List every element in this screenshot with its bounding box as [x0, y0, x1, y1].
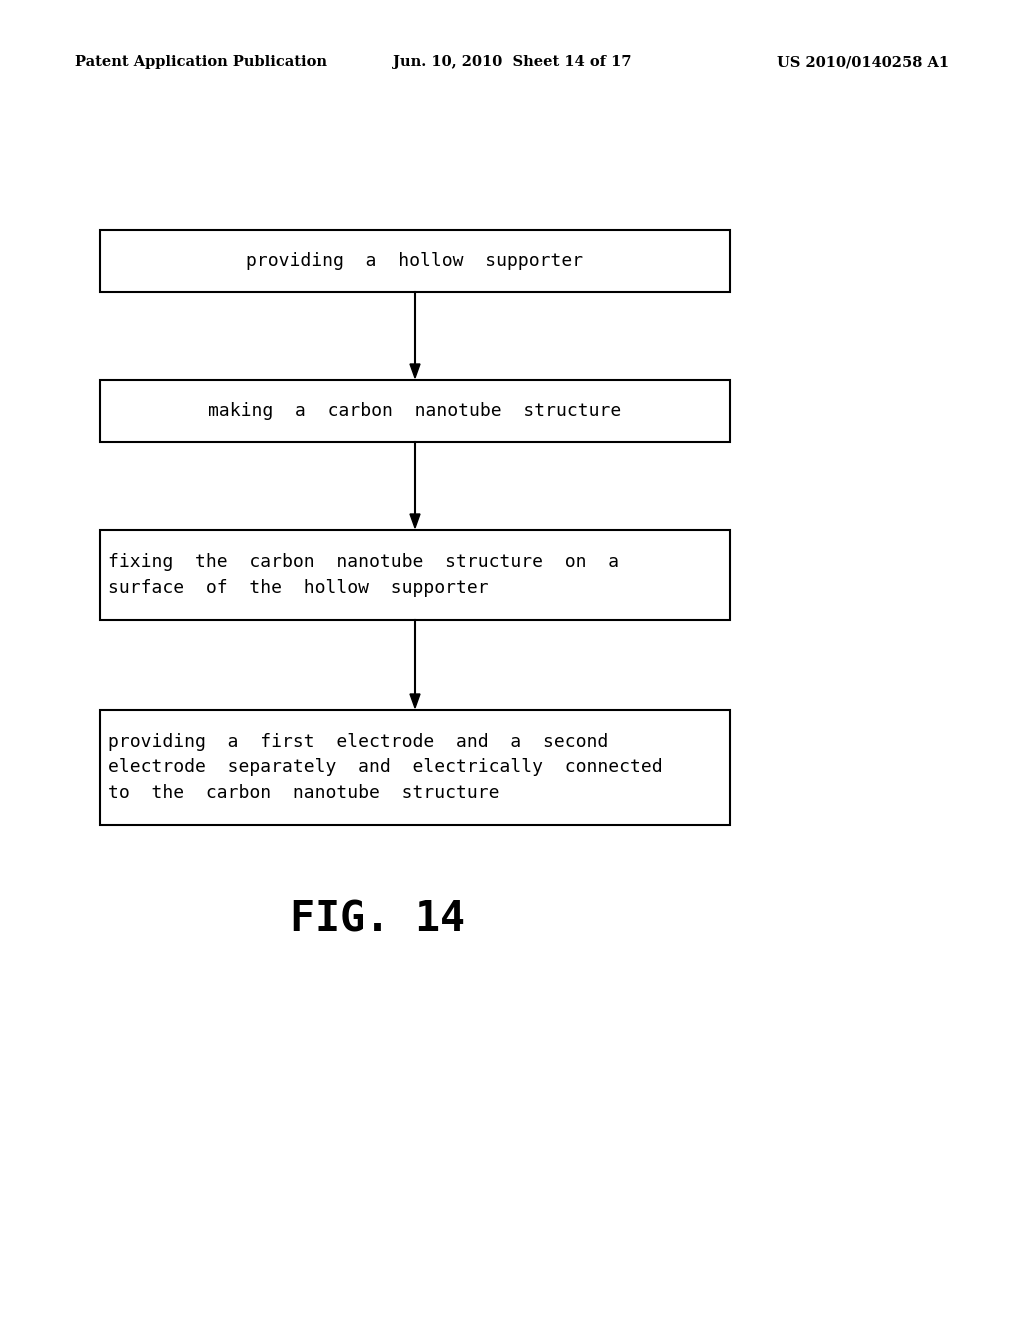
Text: making  a  carbon  nanotube  structure: making a carbon nanotube structure — [208, 403, 622, 420]
Text: providing  a  first  electrode  and  a  second
electrode  separately  and  elect: providing a first electrode and a second… — [108, 733, 663, 803]
FancyArrow shape — [410, 694, 420, 708]
Text: fixing  the  carbon  nanotube  structure  on  a
surface  of  the  hollow  suppor: fixing the carbon nanotube structure on … — [108, 553, 620, 597]
Bar — [100, 710, 730, 825]
Text: US 2010/0140258 A1: US 2010/0140258 A1 — [777, 55, 949, 69]
Bar — [100, 380, 730, 442]
Text: providing  a  hollow  supporter: providing a hollow supporter — [247, 252, 584, 271]
Text: FIG. 14: FIG. 14 — [290, 899, 465, 941]
FancyArrow shape — [410, 513, 420, 528]
Bar — [100, 531, 730, 620]
Text: Patent Application Publication: Patent Application Publication — [75, 55, 327, 69]
FancyArrow shape — [410, 364, 420, 378]
Text: Jun. 10, 2010  Sheet 14 of 17: Jun. 10, 2010 Sheet 14 of 17 — [393, 55, 631, 69]
Bar — [100, 230, 730, 292]
